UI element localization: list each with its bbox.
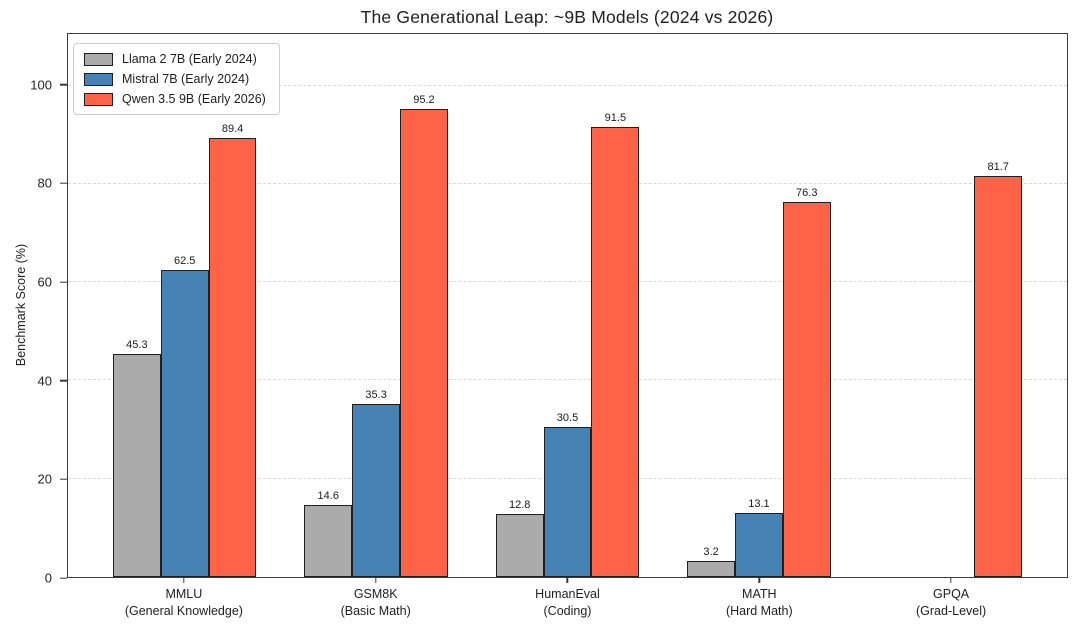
- legend-item: Llama 2 7B (Early 2024): [84, 52, 266, 66]
- bar-value-label: 30.5: [556, 412, 579, 425]
- bar-slot: 45.3: [112, 34, 161, 577]
- bar-slot: 35.3: [352, 34, 401, 577]
- legend-label: Qwen 3.5 9B (Early 2026): [122, 92, 266, 106]
- chart-title: The Generational Leap: ~9B Models (2024 …: [360, 7, 774, 27]
- bar: 13.1: [735, 498, 783, 577]
- bar-value-label: 89.4: [221, 122, 244, 135]
- bar: 89.4: [208, 123, 257, 577]
- bar: 30.5: [543, 412, 592, 577]
- bar: 12.8: [495, 499, 544, 577]
- bar-value-label: 91.5: [604, 112, 627, 125]
- legend-label: Mistral 7B (Early 2024): [122, 72, 250, 86]
- x-category-label: MMLU: [165, 587, 203, 601]
- bar-slot: 76.3: [782, 34, 831, 577]
- x-category-label: GPQA: [933, 587, 970, 601]
- bar: 95.2: [400, 94, 448, 577]
- y-tick-label: 80: [37, 175, 52, 191]
- y-tick-mark: [60, 380, 67, 382]
- bar: 3.2: [687, 546, 735, 577]
- x-category-sublabel: (Basic Math): [340, 603, 411, 618]
- bar-value-label: 14.6: [317, 490, 339, 503]
- bar-group: 45.3 62.5 89.4: [89, 34, 280, 577]
- x-category: GSM8K (Basic Math): [280, 578, 472, 619]
- x-tick-mark: [183, 578, 185, 583]
- bar-slot: 91.5: [591, 34, 640, 577]
- x-tick-mark: [758, 578, 760, 583]
- x-category: HumanEval (Coding): [472, 578, 664, 619]
- y-axis: 0 20 40 60 80 100: [0, 33, 67, 586]
- y-tick-label: 0: [44, 570, 52, 586]
- bar-slot: 89.4: [208, 34, 257, 577]
- bar-value-label: 12.8: [508, 499, 531, 512]
- bar-value-label: 45.3: [126, 339, 148, 352]
- x-category-sublabel: (Grad-Level): [916, 603, 987, 618]
- y-tick-mark: [60, 577, 67, 579]
- x-tick-mark: [950, 578, 952, 583]
- y-tick-label: 100: [30, 77, 52, 93]
- x-category-label: MATH: [742, 587, 777, 601]
- x-tick-mark: [566, 578, 569, 583]
- gridline: [68, 379, 1067, 381]
- legend-label: Llama 2 7B (Early 2024): [122, 52, 257, 66]
- plot-area: 45.3 62.5 89.4 14.6 35.3 95.2 12.8 30.5 91.5 3.2 1…: [67, 33, 1068, 578]
- bar-value-label: 35.3: [365, 388, 387, 401]
- legend: Llama 2 7B (Early 2024) Mistral 7B (Early…: [73, 43, 280, 115]
- bar: 81.7: [974, 161, 1023, 577]
- bar-slot: 13.1: [735, 34, 783, 577]
- x-category-sublabel: (Coding): [543, 603, 592, 618]
- x-tick-mark: [374, 578, 377, 583]
- bar: 62.5: [160, 255, 209, 577]
- bar-group: 81.7: [855, 34, 1046, 577]
- gridline: [68, 281, 1067, 283]
- x-category-label: GSM8K: [353, 587, 398, 601]
- y-tick-label: 60: [37, 274, 52, 290]
- bar: 35.3: [352, 389, 401, 577]
- bar-slot: 30.5: [543, 34, 592, 577]
- bar-value-label: 13.1: [748, 497, 770, 510]
- y-tick-mark: [60, 478, 67, 481]
- bar-slot: 95.2: [400, 34, 448, 577]
- bar-value-label: 95.2: [413, 94, 435, 107]
- legend-swatch: [84, 72, 113, 86]
- bar-value-label: 81.7: [987, 160, 1009, 173]
- bar-slot: 81.7: [974, 34, 1023, 577]
- bar-group: 3.2 13.1 76.3: [663, 34, 854, 577]
- y-tick-mark: [60, 182, 67, 185]
- x-category: MATH (Hard Math): [663, 578, 855, 619]
- bar: 14.6: [304, 490, 353, 577]
- gridline: [68, 182, 1067, 184]
- y-tick-label: 20: [37, 471, 52, 487]
- x-category: MMLU (General Knowledge): [88, 578, 280, 619]
- legend-swatch: [84, 52, 113, 66]
- bar: 45.3: [112, 339, 161, 577]
- bar-group: 14.6 35.3 95.2: [280, 34, 471, 577]
- bar-groups: 45.3 62.5 89.4 14.6 35.3 95.2 12.8 30.5 91.5 3.2 1…: [68, 34, 1067, 577]
- x-category-sublabel: (Hard Math): [725, 603, 793, 618]
- legend-item: Mistral 7B (Early 2024): [84, 72, 266, 86]
- bar-slot: 3.2: [687, 34, 735, 577]
- bar-slot: 62.5: [160, 34, 209, 577]
- x-category-sublabel: (General Knowledge): [124, 603, 243, 618]
- bar: 76.3: [782, 187, 831, 577]
- x-category-label: HumanEval: [535, 587, 600, 601]
- legend-swatch: [84, 92, 113, 106]
- x-axis: MMLU (General Knowledge) GSM8K (Basic Math)…: [67, 578, 1068, 619]
- y-tick-mark: [60, 281, 67, 283]
- bar: 91.5: [591, 112, 640, 577]
- bar-group: 12.8 30.5 91.5: [472, 34, 663, 577]
- x-category: GPQA (Grad-Level): [855, 578, 1047, 619]
- bar-slot: 14.6: [304, 34, 353, 577]
- bar-value-label: 76.3: [796, 187, 818, 200]
- bar-slot: [879, 34, 927, 577]
- bar-slot: [926, 34, 974, 577]
- bar-value-label: 62.5: [173, 254, 196, 267]
- bar-value-label: 3.2: [703, 546, 719, 559]
- y-tick-label: 40: [37, 373, 52, 389]
- gridline: [68, 84, 1067, 86]
- legend-item: Qwen 3.5 9B (Early 2026): [84, 92, 266, 106]
- y-tick-mark: [60, 84, 67, 86]
- bar-slot: 12.8: [495, 34, 544, 577]
